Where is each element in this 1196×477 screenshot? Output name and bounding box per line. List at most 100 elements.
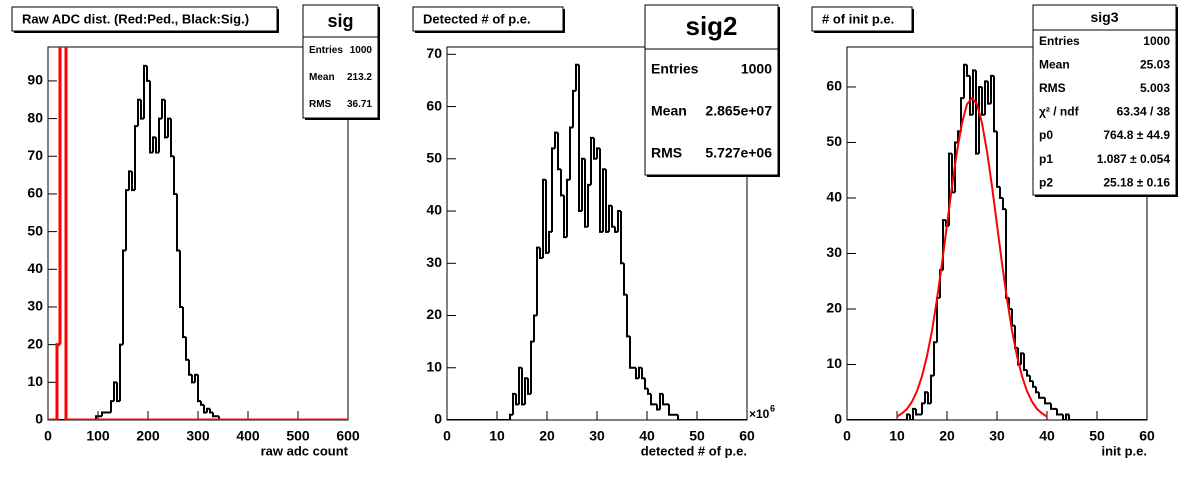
x-axis-multiplier-exponent: 6 [770,403,775,413]
histogram-bin [185,337,189,361]
histogram-bin [933,341,937,376]
stats-label: Mean [651,103,687,119]
title-box [412,6,564,32]
x-tick-label: 20 [939,428,955,444]
stats-value: 2.865e+07 [705,103,772,119]
stats-label: Mean [1039,58,1070,72]
histogram-bin [200,401,204,406]
histogram-bin [515,393,519,406]
stats-label: p2 [1039,175,1053,189]
histogram-bin [521,367,525,406]
stats-box [644,4,779,176]
y-tick-label: 60 [27,185,43,201]
chart-title: # of init p.e. [822,11,894,26]
histogram-bin [638,366,642,379]
histogram-bin [596,147,600,159]
histogram-bin [128,170,132,191]
y-tick-label: 50 [826,133,842,149]
histogram-bin [530,340,534,394]
stats-value: 213.2 [347,72,372,83]
y-tick-label: 20 [27,335,43,351]
stats-value: 5.727e+06 [705,145,772,161]
x-tick-label: 10 [489,428,505,444]
histogram-bin [509,413,513,420]
histogram-bin [593,137,597,160]
stats-value: 63.34 / 38 [1117,105,1171,119]
stats-value: 1000 [1143,34,1170,48]
x-tick-label: 30 [989,428,1005,444]
stats-label: Mean [309,72,335,83]
histogram-bin [155,137,159,154]
x-tick-label: 500 [286,428,310,444]
y-tick-label: 30 [27,298,43,314]
histogram-bin [1062,414,1066,420]
histogram-bin [548,230,552,253]
y-tick-label: 30 [426,254,442,270]
histogram-bin [101,411,105,417]
stats-value: 25.03 [1140,58,1170,72]
histogram-bin [212,412,216,418]
y-tick-label: 70 [27,147,43,163]
histogram-bin [113,381,117,402]
histogram-bin [1026,370,1030,377]
x-tick-label: 50 [1089,428,1105,444]
histogram-close [218,416,348,420]
stats-value: 36.71 [347,99,372,110]
plot-area [447,63,747,420]
histogram-bin [909,414,913,420]
histogram-bin [641,367,645,380]
histogram-bin [650,393,654,406]
y-tick-label: 10 [426,358,442,374]
histogram-bin [131,171,135,192]
histogram-bin [110,400,114,413]
x-tick-label: 10 [889,428,905,444]
histogram-bin [608,204,612,232]
histogram-bin [1038,392,1042,399]
x-tick-label: 200 [136,428,160,444]
histogram-bin [906,413,910,420]
y-tick-label: 20 [426,306,442,322]
y-tick-label: 40 [426,202,442,218]
y-tick-label: 80 [27,109,43,125]
stats-label: RMS [309,99,332,110]
stats-value: 764.8 ± 44.9 [1103,128,1170,142]
x-tick-label: 30 [589,428,605,444]
histogram-bin [1044,397,1048,405]
x-tick-label: 600 [336,428,360,444]
histogram-bin [668,404,672,416]
stats-value: 1000 [741,61,772,77]
fit-curve [896,96,1048,418]
histogram-bin [656,404,660,411]
x-axis-multiplier: ×10 [749,407,770,421]
histogram-bin [1002,197,1006,211]
stats-label: p1 [1039,152,1053,166]
histogram-bin [1032,381,1036,388]
histogram-bin [203,404,207,414]
histogram-bin [572,89,576,128]
histogram-bin [563,195,567,239]
x-tick-label: 100 [86,428,110,444]
stats-label: Entries [1039,34,1080,48]
x-tick-label: 0 [44,428,52,444]
plot-area [48,47,348,420]
y-tick-label: 90 [27,72,43,88]
stats-value: 5.003 [1140,81,1170,95]
x-axis-label: raw adc count [261,443,349,458]
histogram-bin [560,169,564,197]
histogram-bin [158,117,162,153]
stats-value: 1000 [350,45,373,56]
histogram-bin [152,136,156,153]
histogram-bin [566,178,570,238]
y-tick-label: 60 [426,97,442,113]
histogram-bin [518,366,522,405]
histogram-bin [993,75,997,133]
histogram-bin [587,183,591,227]
y-tick-label: 50 [426,149,442,165]
title-box [811,6,913,32]
histogram-bin [182,306,186,339]
y-tick-label: 40 [826,189,842,205]
histogram-bin [524,377,528,405]
stats-label: Entries [651,61,699,77]
